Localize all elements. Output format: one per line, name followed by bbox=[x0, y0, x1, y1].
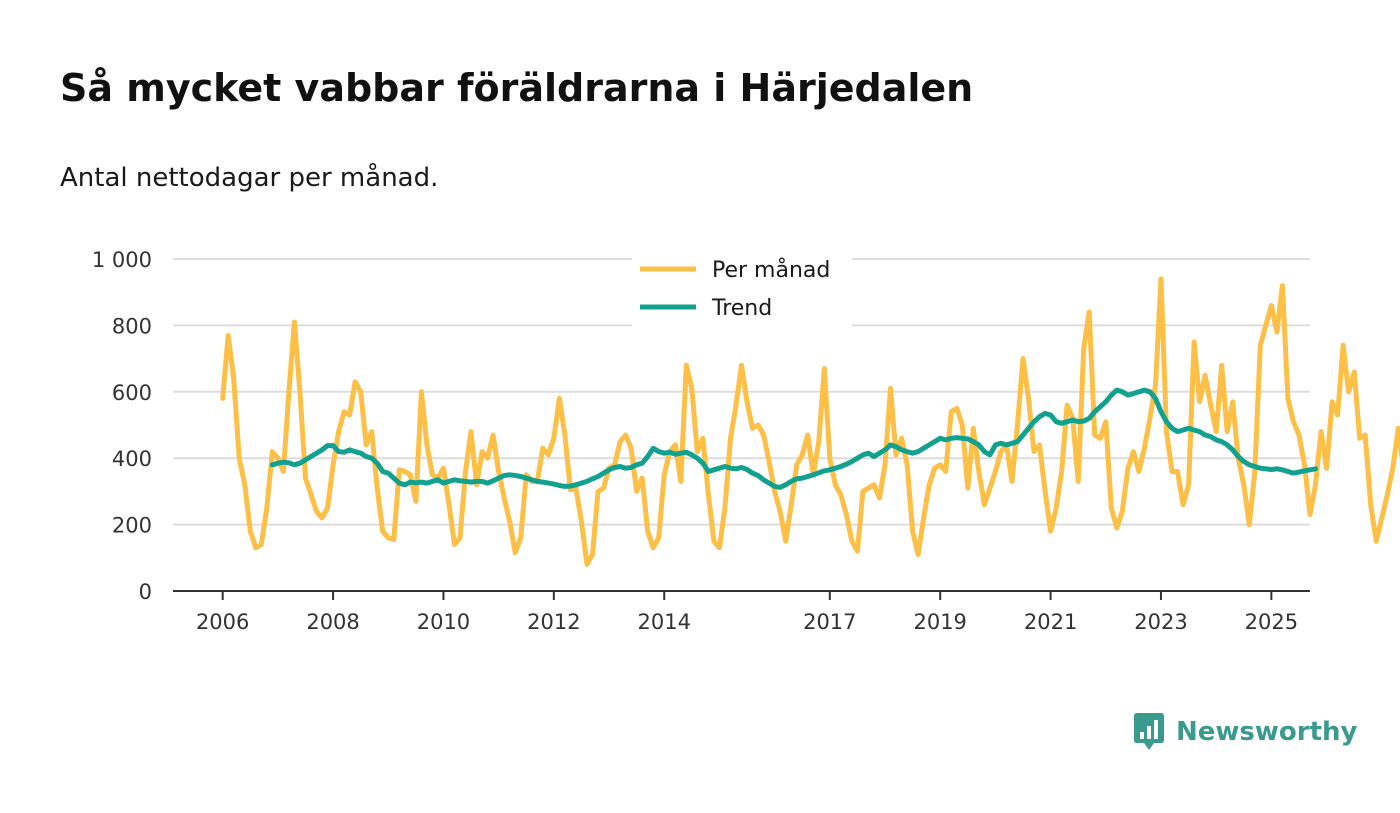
brand-name: Newsworthy bbox=[1176, 717, 1358, 747]
y-tick-label: 600 bbox=[112, 381, 152, 405]
x-tick-label: 2012 bbox=[527, 610, 580, 634]
x-tick-label: 2008 bbox=[306, 610, 359, 634]
y-tick-label: 1 000 bbox=[92, 248, 152, 272]
y-axis: 0 200 400 600 800 1 000 bbox=[92, 248, 152, 604]
series-lines bbox=[220, 276, 1400, 567]
x-tick-label: 2006 bbox=[196, 610, 249, 634]
y-tick-label: 800 bbox=[112, 314, 152, 338]
chart-subtitle: Antal nettodagar per månad. bbox=[60, 163, 439, 193]
x-tick-label: 2019 bbox=[913, 610, 966, 634]
x-tick-label: 2021 bbox=[1024, 610, 1077, 634]
x-tick-label: 2010 bbox=[417, 610, 470, 634]
x-axis: 2006 2008 2010 2012 2014 2017 2019 2021 2023 2025 bbox=[173, 590, 1310, 634]
y-tick-label: 0 bbox=[139, 580, 152, 604]
chart-title: Så mycket vabbar föräldrarna i Härjedale… bbox=[60, 66, 974, 110]
legend-label-monthly: Per månad bbox=[712, 257, 830, 283]
y-tick-label: 200 bbox=[112, 514, 152, 538]
newsworthy-logo-icon bbox=[1134, 713, 1164, 750]
x-tick-label: 2025 bbox=[1245, 610, 1298, 634]
x-tick-label: 2017 bbox=[803, 610, 856, 634]
y-tick-label: 400 bbox=[112, 447, 152, 471]
newsworthy-brand: Newsworthy bbox=[1132, 712, 1357, 752]
x-tick-label: 2014 bbox=[638, 610, 691, 634]
series-line-trend bbox=[269, 387, 1318, 490]
legend: Per månad Trend bbox=[632, 248, 852, 328]
series-line-monthly bbox=[220, 276, 1400, 567]
legend-label-trend: Trend bbox=[711, 296, 772, 321]
x-tick-label: 2023 bbox=[1134, 610, 1187, 634]
legend-box bbox=[632, 248, 852, 328]
